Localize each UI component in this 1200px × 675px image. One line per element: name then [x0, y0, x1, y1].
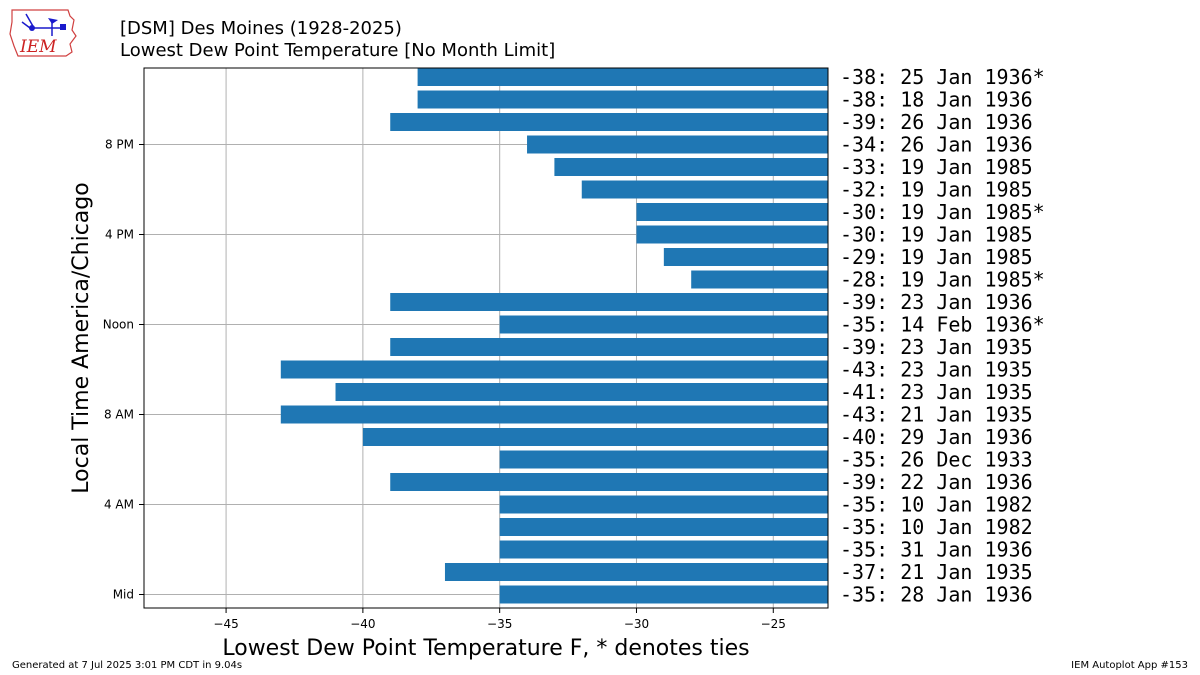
x-tick-label: −25: [761, 617, 786, 631]
bar-hour-14: [691, 270, 828, 289]
bar-hour-1: [444, 563, 828, 581]
generated-timestamp: Generated at 7 Jul 2025 3:01 PM CDT in 9…: [12, 660, 243, 671]
y-tick-label: 4 AM: [104, 498, 134, 512]
chart-subtitle: Lowest Dew Point Temperature [No Month L…: [120, 40, 556, 61]
bar-label-hour-14: -28: 19 Jan 1985*: [840, 268, 1045, 292]
y-tick-label: 8 PM: [105, 138, 134, 152]
bar-hour-2: [499, 540, 828, 559]
bar-label-hour-13: -39: 23 Jan 1936: [840, 290, 1033, 314]
x-tick-label: −45: [213, 617, 238, 631]
bar-label-hour-23: -38: 25 Jan 1936*: [840, 65, 1045, 89]
bar-hour-19: [554, 158, 828, 176]
bar-label-hour-18: -32: 19 Jan 1985: [840, 178, 1033, 202]
bar-hour-4: [499, 495, 828, 514]
bar-hour-22: [417, 90, 828, 109]
y-tick-label: Mid: [113, 588, 134, 602]
bar-label-hour-19: -33: 19 Jan 1985: [840, 155, 1033, 179]
axes: −45 −40 −35 −30 −25 Mid 4 AM 8 AM Noon 4 PM 8 PM: [103, 138, 786, 632]
plot-frame: [143, 67, 829, 609]
bar-hour-9: [335, 383, 828, 401]
logo-text: IEM: [19, 37, 57, 57]
bar-label-hour-16: -30: 19 Jan 1985: [840, 223, 1033, 247]
bar-hour-10: [280, 360, 828, 379]
bar-label-hour-11: -39: 23 Jan 1935: [840, 335, 1033, 359]
bar-label-hour-4: -35: 10 Jan 1982: [840, 493, 1033, 517]
bar-label-hour-15: -29: 19 Jan 1985: [840, 245, 1033, 269]
bars: [280, 68, 828, 604]
y-axis-label: Local Time America/Chicago: [69, 182, 94, 493]
bar-label-hour-9: -41: 23 Jan 1935: [840, 380, 1033, 404]
bar-hour-7: [362, 428, 828, 446]
bar-label-hour-10: -43: 23 Jan 1935: [840, 358, 1033, 382]
bar-hour-3: [499, 518, 828, 536]
bar-hour-16: [636, 225, 828, 244]
bar-hour-8: [280, 405, 828, 424]
bar-hour-5: [390, 473, 828, 491]
x-tick-label: −40: [350, 617, 375, 631]
bar-label-hour-21: -39: 26 Jan 1936: [840, 110, 1033, 134]
bar-label-hour-22: -38: 18 Jan 1936: [840, 88, 1033, 112]
bar-label-hour-20: -34: 26 Jan 1936: [840, 133, 1033, 157]
bar-label-hour-2: -35: 31 Jan 1936: [840, 538, 1033, 562]
bar-label-hour-5: -39: 22 Jan 1936: [840, 470, 1033, 494]
app-credit: IEM Autoplot App #153: [1071, 660, 1188, 671]
y-tick-label: Noon: [103, 318, 134, 332]
bar-hour-15: [663, 248, 828, 266]
y-tick-label: 8 AM: [104, 408, 134, 422]
bar-label-hour-6: -35: 26 Dec 1933: [840, 448, 1033, 472]
bar-hour-0: [499, 585, 828, 604]
x-axis-label: Lowest Dew Point Temperature F, * denote…: [222, 636, 749, 661]
bar-hour-17: [636, 203, 828, 221]
bar-hour-11: [390, 338, 828, 356]
x-tick-label: −30: [624, 617, 649, 631]
bar-hour-21: [390, 113, 828, 131]
y-tick-label: 4 PM: [105, 228, 134, 242]
bar-hour-6: [499, 450, 828, 469]
bar-label-hour-7: -40: 29 Jan 1936: [840, 425, 1033, 449]
bar-hour-12: [499, 315, 828, 334]
bar-label-hour-1: -37: 21 Jan 1935: [840, 560, 1033, 584]
chart-title: [DSM] Des Moines (1928-2025): [120, 18, 402, 39]
bar-hour-18: [581, 180, 828, 199]
x-tick-label: −35: [487, 617, 512, 631]
bar-value-labels: -35: 28 Jan 1936-37: 21 Jan 1935-35: 31 …: [840, 65, 1045, 607]
bar-label-hour-12: -35: 14 Feb 1936*: [840, 313, 1045, 337]
bar-label-hour-8: -43: 21 Jan 1935: [840, 403, 1033, 427]
bar-hour-13: [390, 293, 828, 311]
bar-label-hour-0: -35: 28 Jan 1936: [840, 583, 1033, 607]
iem-logo: IEM: [9, 9, 77, 57]
bar-label-hour-17: -30: 19 Jan 1985*: [840, 200, 1045, 224]
bar-label-hour-3: -35: 10 Jan 1982: [840, 515, 1033, 539]
bar-hour-23: [417, 68, 828, 86]
bar-hour-20: [527, 135, 828, 154]
